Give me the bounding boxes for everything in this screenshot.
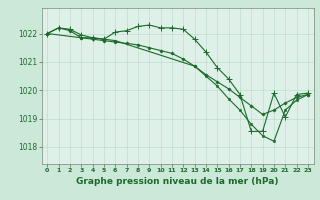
X-axis label: Graphe pression niveau de la mer (hPa): Graphe pression niveau de la mer (hPa) (76, 177, 279, 186)
